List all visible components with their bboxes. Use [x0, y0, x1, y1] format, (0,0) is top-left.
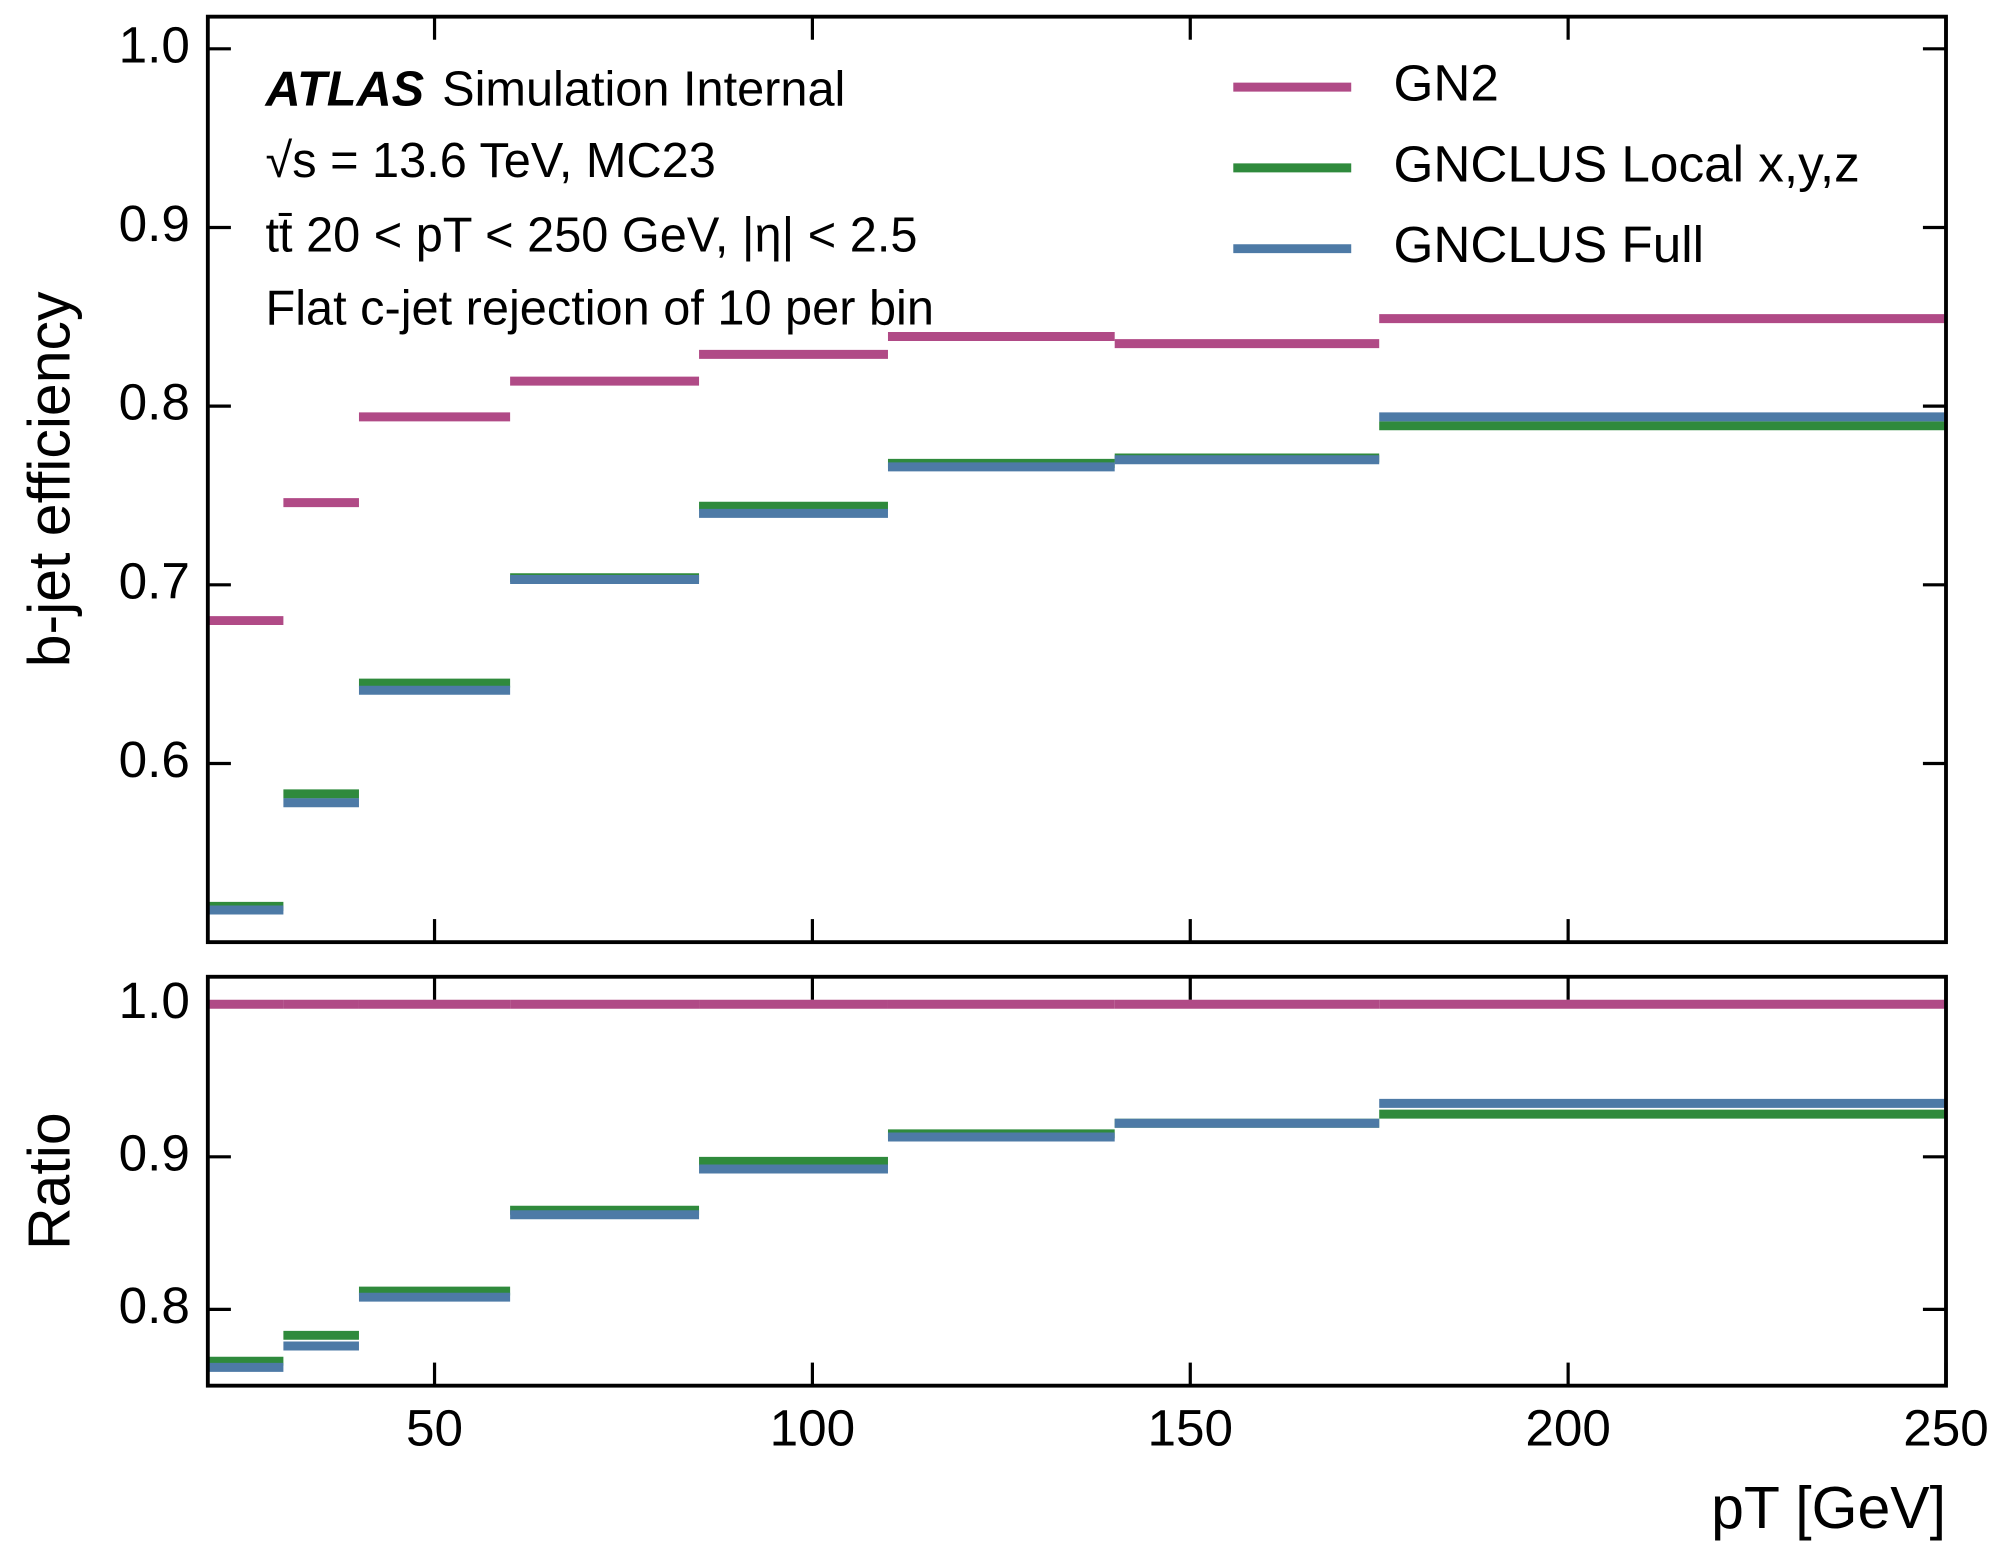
plot-frame [205, 974, 1948, 1388]
y-axis-label: Ratio [18, 1112, 83, 1250]
annotation: tt̄ 20 < pT < 250 GeV, |η| < 2.5 [266, 208, 918, 262]
annotation: Flat c-jet rejection of 10 per bin [266, 281, 934, 335]
annotation: Simulation Internal [442, 62, 845, 116]
y-tick-label: 0.9 [119, 195, 190, 252]
y-tick-label: 0.7 [119, 552, 190, 609]
y-axis-label: b-jet efficiency [18, 291, 83, 667]
atlas-label: ATLAS [265, 62, 425, 116]
legend-label: GNCLUS Full [1394, 216, 1705, 273]
legend-label: GNCLUS Local x,y,z [1394, 135, 1860, 192]
y-tick-label: 0.9 [119, 1124, 190, 1181]
annotation: √s = 13.6 TeV, MC23 [266, 134, 716, 188]
y-tick-label: 1.0 [119, 16, 190, 73]
x-axis-label: pT [GeV] [1711, 1476, 1946, 1541]
legend-label: GN2 [1394, 55, 1499, 112]
y-tick-label: 0.8 [119, 374, 190, 431]
y-tick-label: 0.8 [119, 1277, 190, 1334]
x-tick-label: 100 [770, 1399, 856, 1456]
y-tick-label: 1.0 [119, 972, 190, 1029]
annotation: ATLAS Simulation Internal [265, 62, 846, 116]
x-tick-label: 50 [406, 1399, 463, 1456]
plot-frame [205, 14, 1948, 945]
x-tick-label: 200 [1525, 1399, 1611, 1456]
x-tick-label: 150 [1147, 1399, 1233, 1456]
x-tick-label: 250 [1903, 1399, 1989, 1456]
y-tick-label: 0.6 [119, 731, 190, 788]
